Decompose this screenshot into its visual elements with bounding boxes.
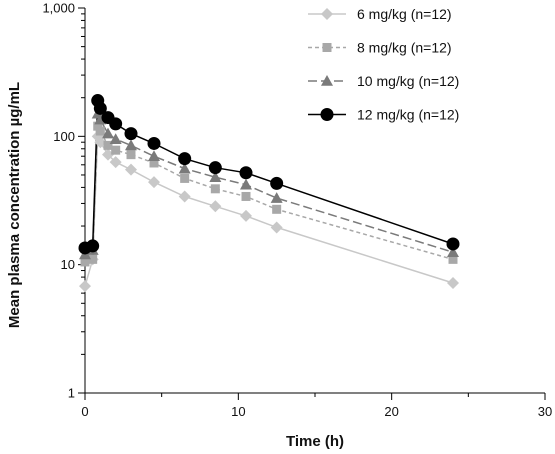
data-point-series-1 xyxy=(102,148,114,161)
x-tick-label: 0 xyxy=(81,404,88,419)
data-point-series-2 xyxy=(149,158,159,168)
x-tick-label: 10 xyxy=(231,404,245,419)
data-point-series-2 xyxy=(180,173,190,183)
data-point-series-3 xyxy=(109,133,122,144)
data-point-series-2 xyxy=(272,204,282,214)
data-point-series-3 xyxy=(125,139,137,151)
legend-label-2: 8 mg/kg (n=12) xyxy=(357,40,452,56)
data-point-series-1 xyxy=(94,136,107,149)
data-point-series-3 xyxy=(270,192,283,203)
data-point-series-4 xyxy=(124,127,138,141)
data-point-series-1 xyxy=(178,190,191,203)
data-point-series-4 xyxy=(178,152,192,166)
series-line-3 xyxy=(84,113,454,256)
data-point-series-1 xyxy=(125,163,137,176)
data-point-series-2 xyxy=(80,257,90,267)
data-point-series-4 xyxy=(86,239,100,253)
data-point-series-3 xyxy=(178,162,191,174)
y-tick-label: 10 xyxy=(61,257,75,272)
y-axis-label: Mean plasma concentration µg/mL xyxy=(6,82,23,328)
data-point-series-4 xyxy=(208,161,222,175)
axes xyxy=(84,8,545,394)
ticks: 1 10 100 1,000 0 10 20 30 xyxy=(42,1,552,420)
legend-marker-3 xyxy=(321,75,333,86)
data-point-series-1 xyxy=(148,176,160,189)
series-markers xyxy=(78,94,460,293)
data-point-series-4 xyxy=(147,136,161,150)
data-point-series-1 xyxy=(270,221,283,234)
data-point-series-2 xyxy=(93,121,103,131)
data-point-series-2 xyxy=(448,254,458,264)
data-point-series-4 xyxy=(446,237,460,251)
series-line-1 xyxy=(84,135,454,287)
data-point-series-1 xyxy=(109,156,122,169)
data-point-series-2 xyxy=(95,126,105,136)
data-point-series-2 xyxy=(88,254,98,264)
legend: 6 mg/kg (n=12) 8 mg/kg (n=12) 10 mg/kg (n=… xyxy=(308,6,459,123)
data-point-series-3 xyxy=(148,150,160,162)
data-point-series-4 xyxy=(270,176,284,190)
y-tick-label: 100 xyxy=(53,129,75,144)
data-point-series-2 xyxy=(210,184,220,194)
legend-label-4: 12 mg/kg (n=12) xyxy=(357,107,459,123)
data-point-series-3 xyxy=(240,178,252,190)
data-point-series-1 xyxy=(240,209,252,222)
data-point-series-2 xyxy=(103,140,113,150)
data-point-series-2 xyxy=(126,150,136,160)
x-axis-label: Time (h) xyxy=(286,433,344,450)
data-point-series-1 xyxy=(209,200,222,213)
data-point-series-2 xyxy=(111,145,121,155)
data-point-series-4 xyxy=(93,101,107,115)
data-point-series-3 xyxy=(447,246,459,258)
legend-label-3: 10 mg/kg (n=12) xyxy=(357,73,459,89)
data-point-series-3 xyxy=(102,127,114,139)
data-point-series-2 xyxy=(241,191,251,201)
data-point-series-1 xyxy=(79,280,91,293)
data-point-series-4 xyxy=(109,117,123,131)
legend-marker-4 xyxy=(320,108,334,121)
series-lines xyxy=(84,100,454,287)
legend-marker-2 xyxy=(322,43,332,52)
x-tick-label: 20 xyxy=(384,404,398,419)
legend-label-1: 6 mg/kg (n=12) xyxy=(357,6,452,22)
y-tick-label: 1,000 xyxy=(42,1,75,16)
legend-marker-1 xyxy=(321,8,333,20)
data-point-series-4 xyxy=(239,166,253,180)
x-tick-label: 30 xyxy=(538,404,552,419)
data-point-series-1 xyxy=(447,276,459,289)
data-point-series-3 xyxy=(209,171,222,183)
y-tick-label: 1 xyxy=(68,386,75,401)
